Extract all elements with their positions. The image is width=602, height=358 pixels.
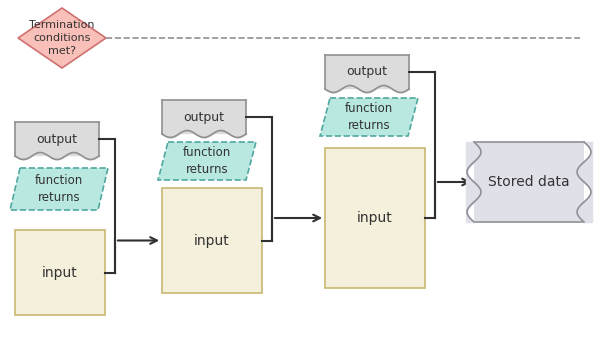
Polygon shape (320, 98, 418, 136)
Text: input: input (357, 211, 393, 225)
Bar (15, 122, 99, 156)
Polygon shape (18, 8, 106, 68)
Bar (325, 55, 409, 89)
Text: output: output (37, 132, 78, 145)
Bar (162, 100, 246, 134)
Bar (474, 142, 584, 222)
Bar (15, 230, 105, 315)
Bar (162, 188, 262, 293)
Polygon shape (158, 142, 256, 180)
Text: input: input (194, 233, 230, 247)
Text: Stored data: Stored data (488, 175, 570, 189)
Polygon shape (10, 168, 108, 210)
Text: function
returns: function returns (183, 146, 231, 176)
Text: function
returns: function returns (345, 102, 393, 132)
Text: output: output (347, 66, 388, 78)
Text: Termination
conditions
met?: Termination conditions met? (29, 20, 95, 56)
Text: output: output (184, 111, 225, 124)
Text: function
returns: function returns (35, 174, 83, 204)
Text: input: input (42, 266, 78, 280)
Bar (325, 148, 425, 288)
